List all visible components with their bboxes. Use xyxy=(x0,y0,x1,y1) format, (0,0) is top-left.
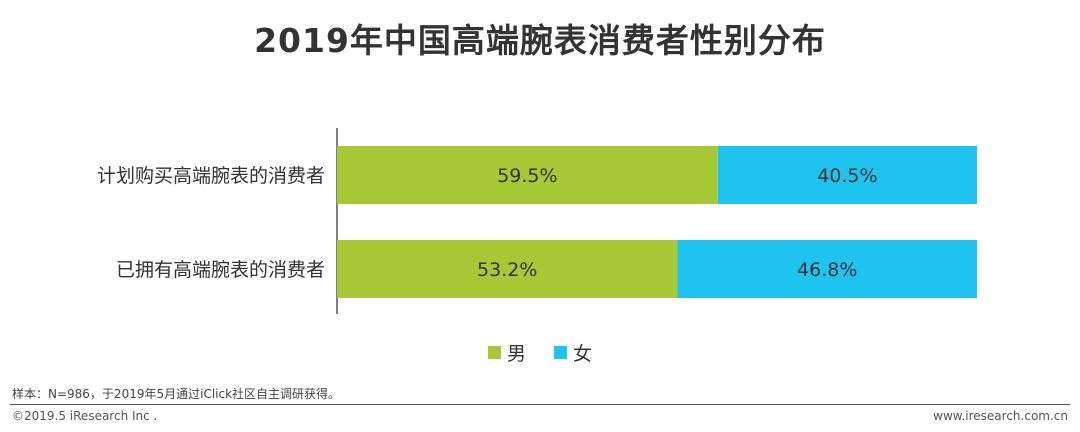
bar-segment xyxy=(337,146,718,204)
copyright: ©2019.5 iResearch Inc . xyxy=(12,409,158,423)
legend-swatch xyxy=(487,346,501,359)
bar-segment xyxy=(717,146,977,204)
data-label: 59.5% xyxy=(497,165,557,187)
bar-segment xyxy=(337,240,678,298)
legend-label: 女 xyxy=(573,343,593,365)
data-label: 40.5% xyxy=(817,165,877,187)
category-label: 已拥有高端腕表的消费者 xyxy=(116,259,325,281)
category-label: 计划购买高端腕表的消费者 xyxy=(97,165,325,187)
legend-label: 男 xyxy=(506,343,526,365)
legend-swatch xyxy=(554,346,567,359)
website: www.iresearch.com.cn xyxy=(933,409,1068,423)
footnote: 样本：N=986，于2019年5月通过iClick社区自主调研获得。 xyxy=(12,387,341,401)
legend-item: 男 xyxy=(487,339,526,366)
legend-item: 女 xyxy=(554,339,592,366)
data-label: 53.2% xyxy=(477,259,537,281)
legend: 男女 xyxy=(0,339,1080,366)
data-label: 46.8% xyxy=(797,259,857,281)
bar-segment xyxy=(677,240,977,298)
footer-divider xyxy=(10,404,1070,405)
chart-title: 2019年中国高端腕表消费者性别分布 xyxy=(254,21,826,60)
